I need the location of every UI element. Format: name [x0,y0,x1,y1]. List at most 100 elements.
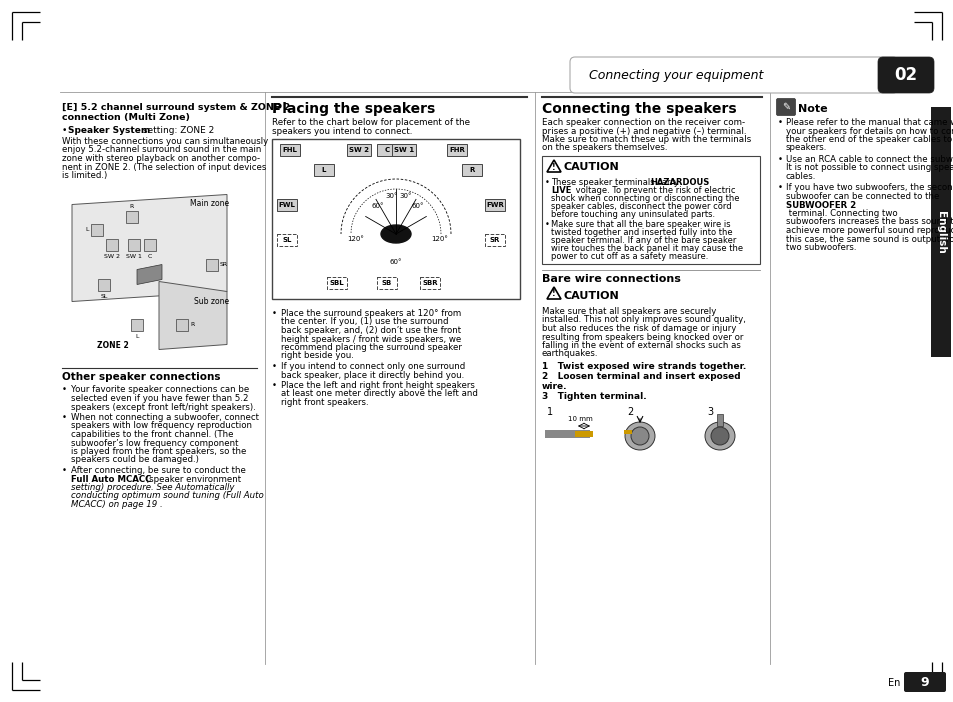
Text: En: En [886,678,899,688]
Ellipse shape [624,422,655,450]
Text: If you intend to connect only one surround: If you intend to connect only one surrou… [281,362,465,371]
Text: SB: SB [381,280,392,286]
Text: terminal. Connecting two: terminal. Connecting two [785,209,897,218]
Text: is played from the front speakers, so the: is played from the front speakers, so th… [71,447,246,456]
Text: LIVE: LIVE [551,186,571,195]
Text: SBR: SBR [422,280,437,286]
Text: speakers.: speakers. [785,143,826,152]
Text: SW 1: SW 1 [394,147,414,153]
Text: 10 mm: 10 mm [567,416,592,422]
Text: is limited.): is limited.) [62,171,107,180]
Bar [930,107,950,357]
Text: !: ! [552,162,556,171]
Text: Speaker System: Speaker System [68,126,150,135]
Ellipse shape [704,422,734,450]
Text: 60°: 60° [412,203,424,209]
Ellipse shape [710,427,728,445]
Text: •: • [544,178,549,187]
Text: •: • [778,183,782,192]
Text: Make sure to match these up with the terminals: Make sure to match these up with the ter… [541,135,750,144]
Text: speakers with low frequency reproduction: speakers with low frequency reproduction [71,421,252,430]
Text: Make sure that all the bare speaker wire is: Make sure that all the bare speaker wire… [551,220,730,229]
Text: Place the left and right front height speakers: Place the left and right front height sp… [281,381,475,390]
Text: back speaker, and, (2) don’t use the front: back speaker, and, (2) don’t use the fro… [281,326,460,335]
Text: •: • [62,126,71,135]
Text: on the speakers themselves.: on the speakers themselves. [541,143,667,152]
Text: speakers (except front left/right speakers).: speakers (except front left/right speake… [71,402,255,411]
Text: L: L [135,333,138,338]
Bar [272,139,519,299]
Bar [128,239,140,251]
Text: Other speaker connections: Other speaker connections [62,373,220,383]
Bar [484,199,504,211]
Text: SW 2: SW 2 [104,253,120,258]
Text: L: L [86,227,89,232]
Text: height speakers / front wide speakers, we: height speakers / front wide speakers, w… [281,334,460,343]
Bar [314,164,334,176]
Text: the center. If you, (1) use the surround: the center. If you, (1) use the surround [281,317,448,326]
Text: Use an RCA cable to connect the subwoofer.: Use an RCA cable to connect the subwoofe… [785,155,953,164]
Text: Note: Note [797,104,827,114]
Text: voltage. To prevent the risk of electric: voltage. To prevent the risk of electric [573,186,735,195]
Text: Refer to the chart below for placement of the: Refer to the chart below for placement o… [272,118,470,127]
Text: conducting optimum sound tuning (Full Auto: conducting optimum sound tuning (Full Au… [71,491,263,501]
Text: Placing the speakers: Placing the speakers [272,102,435,116]
Text: shock when connecting or disconnecting the: shock when connecting or disconnecting t… [551,194,739,203]
Text: right front speakers.: right front speakers. [281,398,368,407]
Text: FHR: FHR [449,147,464,153]
Text: subwoofer can be connected to the: subwoofer can be connected to the [785,192,939,201]
Polygon shape [546,160,560,172]
Text: 02: 02 [894,66,917,84]
Text: Place the surround speakers at 120° from: Place the surround speakers at 120° from [281,309,460,318]
Text: Bare wire connections: Bare wire connections [541,274,680,284]
Text: 30°: 30° [399,193,412,199]
Text: FWL: FWL [278,202,295,208]
Text: Each speaker connection on the receiver com-: Each speaker connection on the receiver … [541,118,744,127]
Text: right beside you.: right beside you. [281,352,354,361]
Text: speakers could be damaged.): speakers could be damaged.) [71,456,198,465]
Text: the other end of the speaker cables to your: the other end of the speaker cables to y… [785,135,953,144]
Text: CAUTION: CAUTION [563,291,619,301]
Text: cables.: cables. [785,172,816,181]
Text: SBL: SBL [330,280,344,286]
FancyBboxPatch shape [569,57,897,93]
Text: 30°: 30° [385,193,397,199]
Polygon shape [71,194,227,301]
Text: setting) procedure. See Automatically: setting) procedure. See Automatically [71,483,234,492]
Text: When not connecting a subwoofer, connect: When not connecting a subwoofer, connect [71,413,258,422]
Text: R: R [130,204,134,208]
Ellipse shape [380,225,411,243]
Text: •: • [778,118,782,127]
Text: back speaker, place it directly behind you.: back speaker, place it directly behind y… [281,371,464,380]
Text: Please refer to the manual that came with: Please refer to the manual that came wit… [785,118,953,127]
Text: earthquakes.: earthquakes. [541,350,598,359]
Text: connection (Multi Zone): connection (Multi Zone) [62,113,190,122]
FancyBboxPatch shape [877,57,933,93]
Text: but also reduces the risk of damage or injury: but also reduces the risk of damage or i… [541,324,736,333]
Text: 3: 3 [706,407,713,417]
Text: this case, the same sound is output from the: this case, the same sound is output from… [785,234,953,244]
Text: two subwoofers.: two subwoofers. [785,243,856,252]
Text: •: • [272,309,276,318]
Bar [717,414,722,426]
Bar [623,430,631,434]
Text: SL: SL [282,237,292,243]
Bar [106,239,118,251]
Text: •: • [544,220,549,229]
Text: achieve more powerful sound reproduction. In: achieve more powerful sound reproduction… [785,226,953,235]
Text: selected even if you have fewer than 5.2: selected even if you have fewer than 5.2 [71,394,248,403]
Bar [376,144,396,156]
Text: SW 1: SW 1 [126,253,142,258]
Polygon shape [159,282,227,350]
Text: •: • [62,385,67,395]
Bar [392,144,416,156]
Bar [280,144,299,156]
Text: SR: SR [220,262,228,267]
Text: Connecting the speakers: Connecting the speakers [541,102,736,116]
Text: SR: SR [489,237,499,243]
Text: capabilities to the front channel. (The: capabilities to the front channel. (The [71,430,233,439]
Text: prises a positive (+) and negative (–) terminal.: prises a positive (+) and negative (–) t… [541,126,745,135]
Text: With these connections you can simultaneously: With these connections you can simultane… [62,137,268,146]
Bar [347,144,371,156]
Text: speaker cables, disconnect the power cord: speaker cables, disconnect the power cor… [551,202,731,211]
